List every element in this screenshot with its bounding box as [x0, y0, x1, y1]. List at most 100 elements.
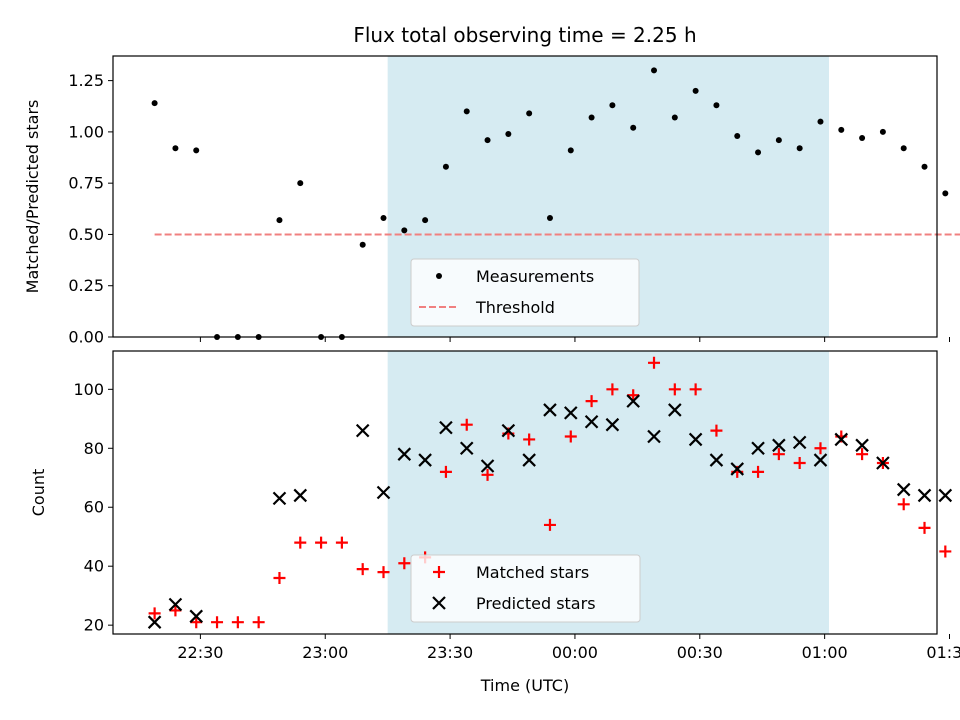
- predicted-star-point: [730, 462, 745, 476]
- measurement-point: [401, 227, 408, 234]
- matched-star-point: [148, 607, 161, 620]
- measurement-point: [900, 145, 907, 152]
- bottom-x-tick-label: 01:00: [802, 643, 848, 662]
- measurement-point: [172, 145, 179, 152]
- predicted-star-point: [376, 485, 391, 500]
- predicted-star-point: [168, 597, 183, 612]
- predicted-star-point: [501, 423, 516, 438]
- measurement-point: [422, 217, 429, 224]
- measurement-point: [879, 128, 886, 135]
- predicted-star-point: [896, 482, 911, 497]
- matched-star-point: [335, 536, 348, 549]
- matched-star-point: [752, 465, 765, 478]
- predicted-star-point: [813, 453, 828, 467]
- matched-star-point: [294, 536, 307, 549]
- bottom-y-tick-label: 100: [73, 380, 104, 399]
- chart-title: Flux total observing time = 2.25 h: [353, 23, 696, 47]
- bottom-y-tick-label: 20: [84, 616, 104, 635]
- measurement-point: [796, 145, 803, 152]
- predicted-star-point: [272, 491, 287, 506]
- measurement-point: [609, 102, 616, 109]
- matched-star-point: [315, 536, 328, 549]
- predicted-star-point: [855, 438, 869, 453]
- predicted-star-point: [543, 403, 557, 417]
- predicted-star-point: [772, 438, 786, 453]
- matched-star-point: [273, 571, 286, 584]
- measurement-point: [671, 114, 678, 121]
- top-y-tick-label: 0.25: [68, 276, 104, 295]
- predicted-star-point: [688, 432, 703, 447]
- y-axis-label-top: Matched/Predicted stars: [23, 100, 42, 294]
- measurement-point: [734, 132, 741, 139]
- legend-entry-label: Threshold: [475, 298, 555, 317]
- predicted-star-point: [792, 435, 807, 450]
- matched-star-point: [564, 430, 577, 443]
- legend-top-box: [410, 258, 640, 327]
- bottom-axes-frame: [112, 350, 938, 635]
- measurement-point: [651, 67, 658, 74]
- matched-star-point: [190, 616, 203, 629]
- predicted-star-point: [147, 615, 162, 629]
- bottom-y-tick-label: 80: [84, 439, 104, 458]
- legend-top: Measurements Threshold: [410, 258, 640, 327]
- matched-star-point: [398, 557, 411, 570]
- top-y-tick-label: 0.50: [68, 225, 104, 244]
- matched-star-point: [543, 518, 556, 531]
- measurement-point: [380, 215, 387, 222]
- top-axes-frame: [112, 55, 938, 338]
- matched-star-point: [648, 356, 661, 369]
- measurement-point: [297, 180, 304, 187]
- bottom-x-tick-label: 00:00: [552, 643, 598, 662]
- bottom-x-tick-label: 01:30: [926, 643, 960, 662]
- predicted-star-point: [355, 423, 370, 438]
- predicted-star-point: [917, 488, 932, 503]
- measurement-point: [505, 130, 512, 137]
- measurement-point: [838, 126, 845, 133]
- bottom-x-tick-label: 22:30: [177, 643, 223, 662]
- measurement-point: [921, 163, 928, 170]
- measurement-point: [692, 87, 699, 94]
- matched-star-point: [793, 457, 806, 470]
- legend-bottom: Matched stars Predicted stars: [410, 554, 641, 623]
- y-axis-label-bottom: Count: [29, 469, 48, 517]
- measurement-point: [546, 215, 553, 222]
- predicted-star-point: [668, 403, 682, 417]
- top-y-tick-label: 1.00: [68, 122, 104, 141]
- predicted-star-point: [522, 453, 536, 467]
- bottom-x-tick-label: 23:00: [302, 643, 348, 662]
- predicted-star-point: [459, 441, 474, 456]
- measurement-point: [588, 114, 595, 121]
- matched-star-point: [772, 448, 785, 461]
- legend-entry-label: Measurements: [476, 267, 594, 286]
- measurement-point: [775, 137, 782, 144]
- predicted-star-point: [418, 453, 432, 467]
- matched-star-point: [523, 433, 536, 446]
- bottom-x-tick-label: 00:30: [677, 643, 723, 662]
- measurement-point: [463, 108, 470, 115]
- measurement-point: [193, 147, 200, 154]
- matched-star-point: [585, 395, 598, 408]
- predicted-star-point: [439, 420, 453, 435]
- measurement-point: [442, 163, 449, 170]
- measurement-point: [276, 217, 283, 224]
- legend-handle-predicted: [432, 596, 446, 610]
- measurement-point: [567, 147, 574, 154]
- predicted-star-point: [564, 406, 578, 420]
- matched-star-point: [627, 389, 640, 402]
- predicted-star-point: [584, 414, 599, 429]
- measurement-point: [817, 118, 824, 125]
- legend-handle-measurements: [436, 273, 442, 279]
- measurement-point: [713, 102, 720, 109]
- bottom-x-tick-label: 23:30: [427, 643, 473, 662]
- predicted-star-point: [626, 394, 640, 408]
- matched-star-point: [460, 418, 473, 431]
- matched-star-point: [918, 521, 931, 534]
- predicted-star-point: [709, 453, 724, 467]
- measurement-point: [359, 241, 366, 248]
- measurement-point: [942, 190, 949, 197]
- top-y-tick-label: 0.75: [68, 174, 104, 193]
- predicted-star-point: [480, 459, 495, 473]
- matched-star-point: [356, 563, 369, 576]
- measurement-point: [755, 149, 762, 156]
